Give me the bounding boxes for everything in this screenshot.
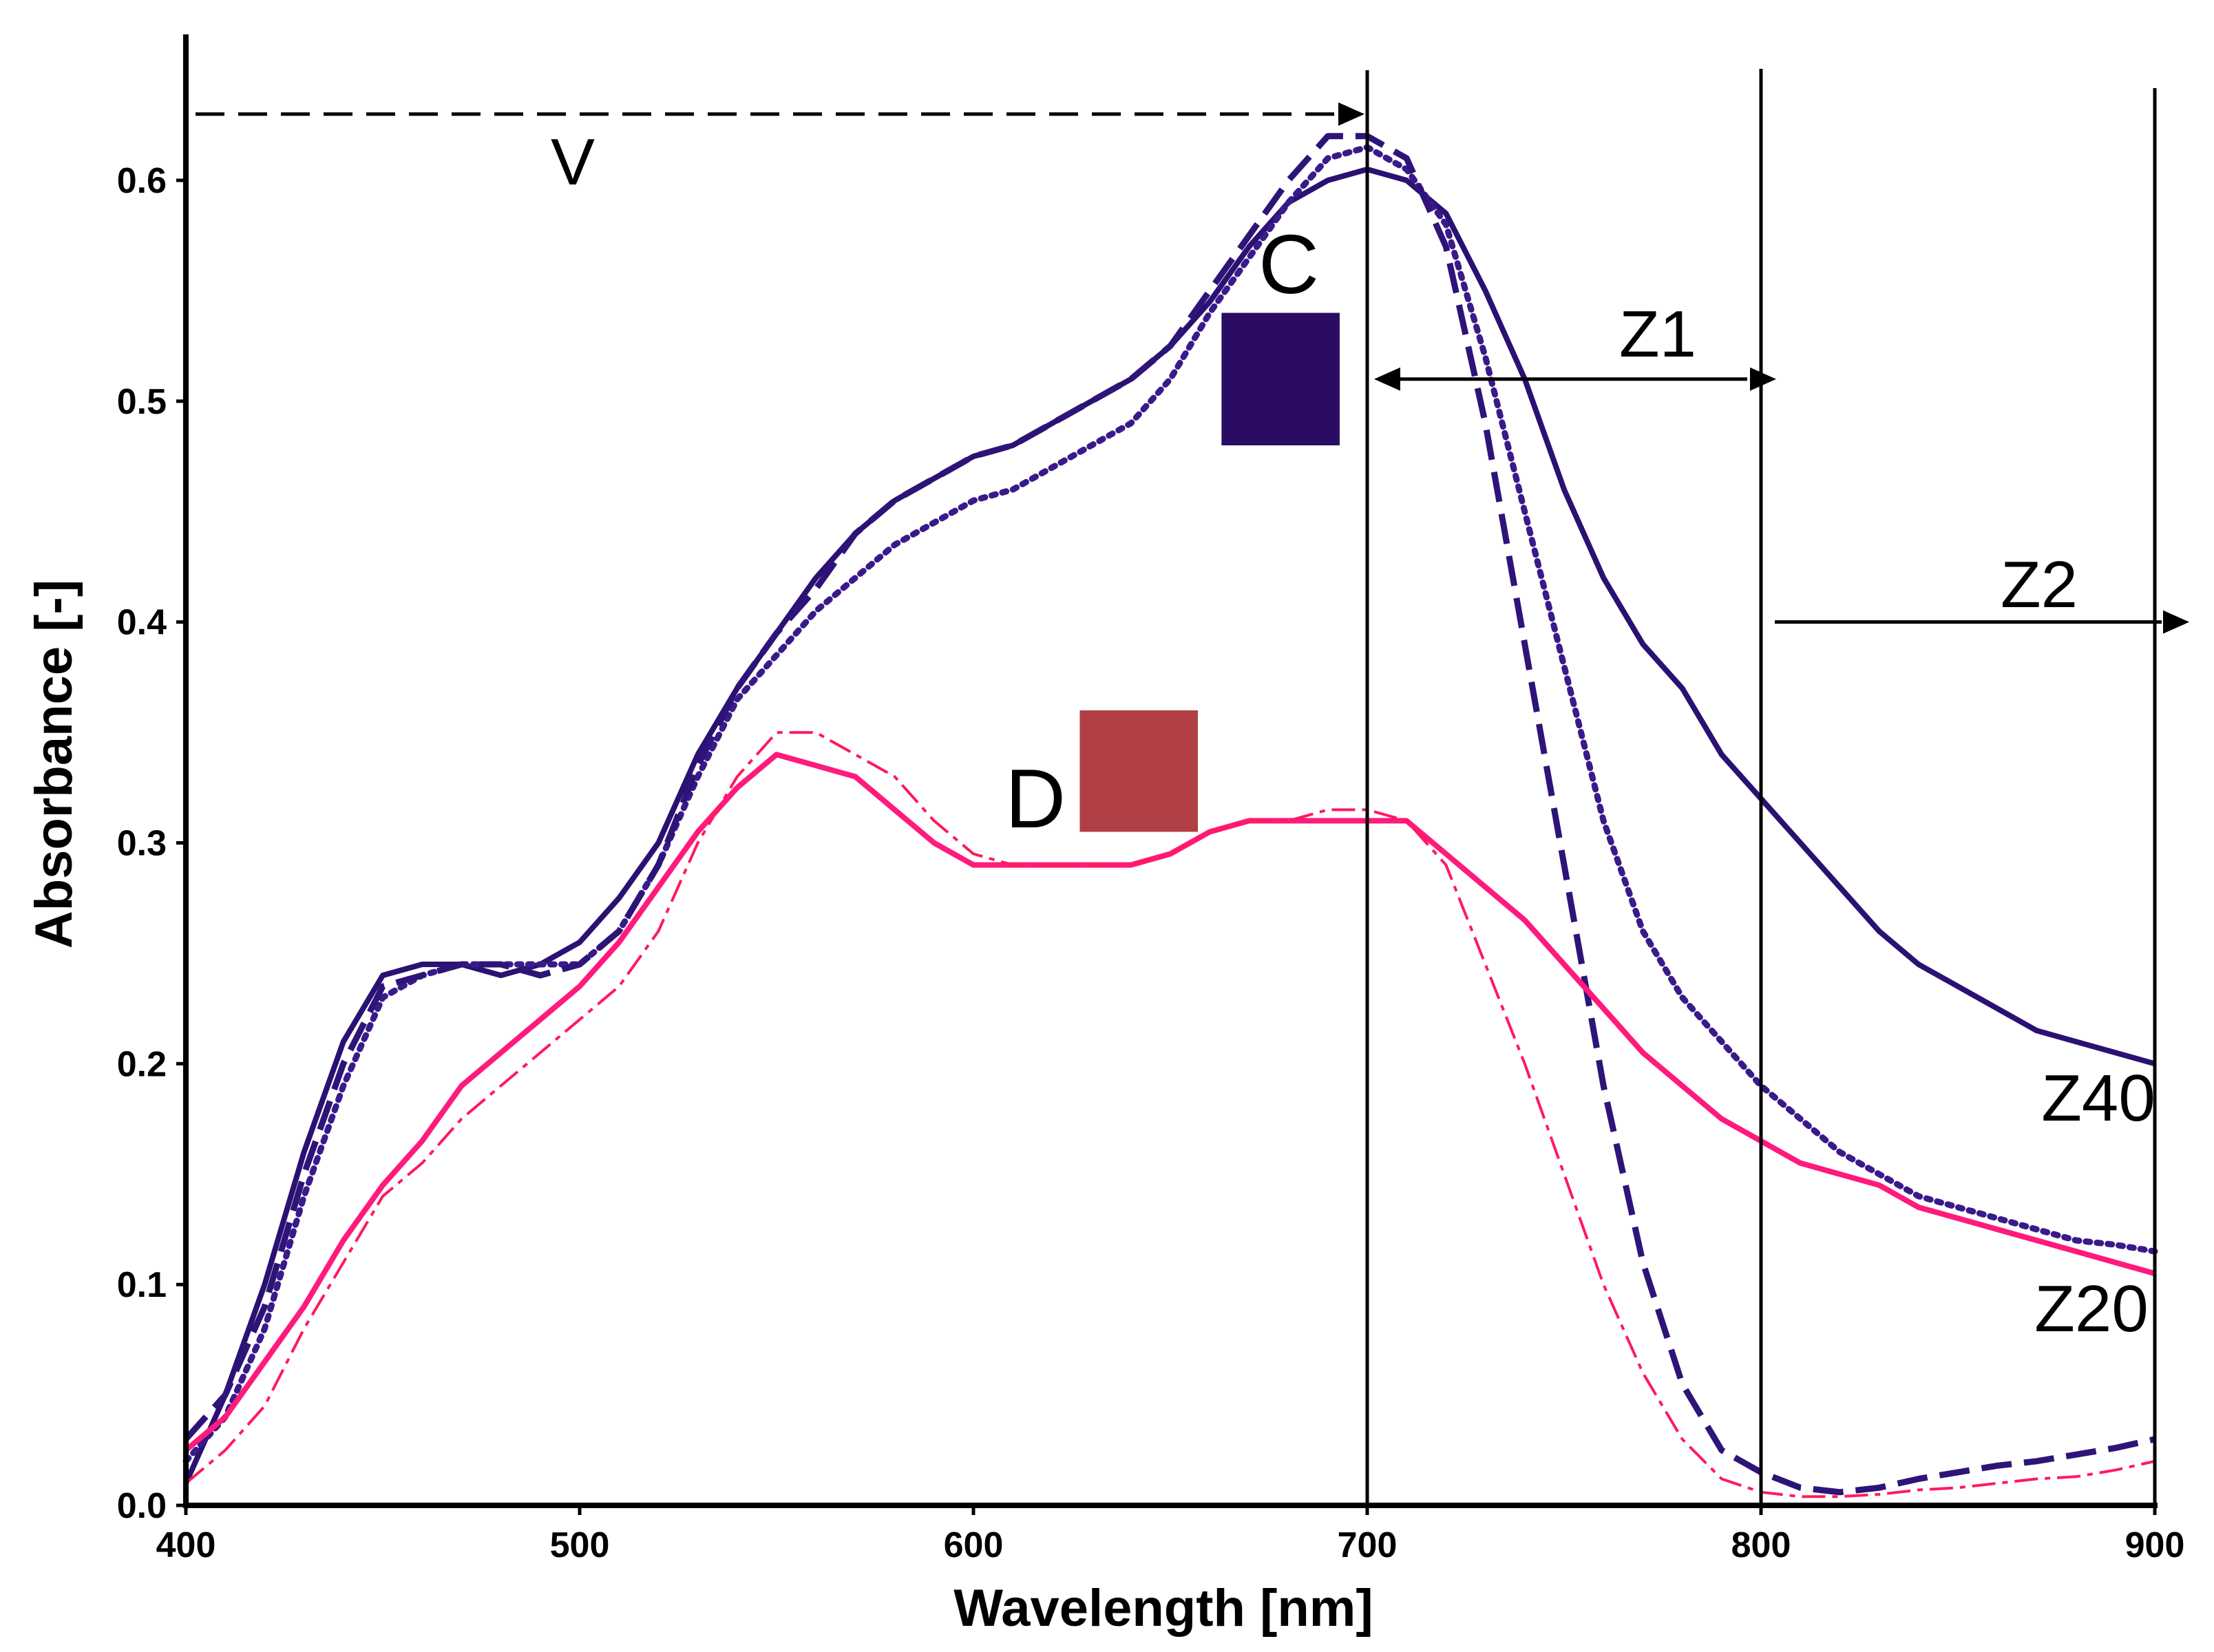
z1-arrow-head-left: [1374, 367, 1400, 391]
series-line-5: [184, 731, 2155, 1499]
series-line-3: [183, 133, 2155, 1496]
annotation-d: D: [1005, 752, 1066, 845]
z1-arrow-head-right: [1750, 367, 1776, 391]
x-tick-label: 900: [2125, 1525, 2185, 1565]
x-axis-title: Wavelength [nm]: [953, 1579, 1373, 1638]
y-tick-label: 0.6: [117, 161, 167, 201]
swatch-c: [1221, 313, 1340, 445]
x-tick-label: 700: [1338, 1525, 1398, 1565]
annotation-z2: Z2: [2001, 548, 2078, 622]
v-arrow-head: [1338, 102, 1364, 126]
x-tick-label: 800: [1731, 1525, 1791, 1565]
x-tick-label: 500: [550, 1525, 610, 1565]
tick-labels: 0.0 0.1 0.2 0.3 0.4 0.5 0.6 400 500 600 700 800 900: [117, 161, 2185, 1565]
reference-lines: [1365, 69, 2157, 1505]
y-axis-title: Absorbance [-]: [25, 580, 83, 949]
y-tick-label: 0.1: [117, 1265, 167, 1305]
swatch-d: [1079, 710, 1199, 832]
annotation-c: C: [1258, 218, 1319, 311]
series-line-2: [182, 144, 2158, 1465]
series-lines: [182, 133, 2158, 1499]
z2-arrow-head: [2163, 610, 2189, 634]
y-tick-label: 0.5: [117, 382, 167, 422]
annotation-z1: Z1: [1619, 297, 1696, 371]
y-tick-label: 0.2: [117, 1044, 167, 1084]
axes: [176, 34, 2158, 1515]
annotation-v: V: [551, 125, 595, 199]
y-tick-label: 0.4: [117, 603, 167, 643]
y-tick-label: 0.0: [117, 1486, 167, 1526]
y-tick-label: 0.3: [117, 824, 167, 864]
range-arrows: [196, 102, 2189, 634]
annotation-z20: Z20: [2034, 1272, 2148, 1346]
x-tick-label: 400: [156, 1525, 216, 1565]
annotation-z40: Z40: [2041, 1061, 2155, 1135]
color-swatches: [1079, 313, 1340, 832]
x-tick-label: 600: [944, 1525, 1004, 1565]
